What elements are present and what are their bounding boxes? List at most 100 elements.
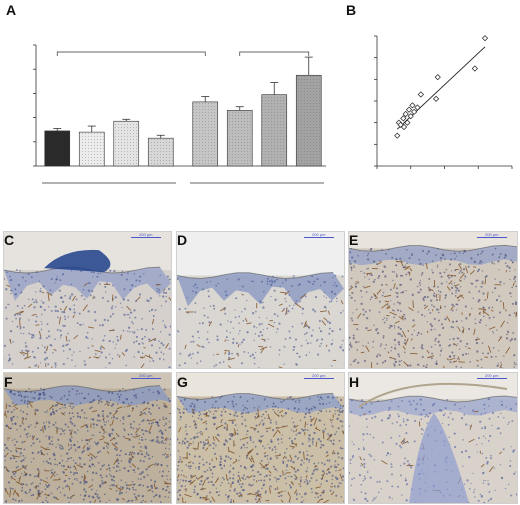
nucleus: [138, 423, 141, 426]
nucleus: [86, 331, 89, 334]
nucleus: [349, 342, 352, 344]
stained-vessel: [256, 498, 261, 503]
nucleus: [382, 291, 385, 294]
stained-vessel: [473, 328, 476, 336]
nucleus: [198, 411, 201, 414]
nucleus: [11, 423, 14, 425]
nucleus: [162, 320, 164, 322]
nucleus: [323, 305, 327, 309]
nucleus: [402, 418, 405, 420]
nucleus: [112, 341, 115, 343]
nucleus: [435, 298, 439, 301]
nucleus: [31, 350, 34, 353]
nucleus: [102, 446, 105, 450]
nucleus: [120, 394, 122, 396]
nucleus: [53, 412, 56, 415]
stained-vessel: [288, 496, 292, 502]
stained-vessel: [212, 436, 215, 442]
nucleus: [298, 399, 301, 402]
nucleus: [350, 296, 353, 299]
bar-texture: [192, 101, 218, 166]
nucleus: [323, 463, 326, 466]
nucleus: [16, 416, 18, 418]
nucleus: [24, 491, 27, 494]
nucleus: [68, 448, 71, 451]
nucleus: [145, 328, 148, 331]
nucleus: [108, 499, 110, 501]
nucleus: [26, 436, 29, 438]
stained-vessel: [148, 337, 157, 343]
nucleus: [510, 338, 514, 341]
nucleus: [192, 352, 194, 355]
nucleus: [462, 326, 464, 329]
nucleus: [514, 280, 517, 283]
nucleus: [301, 496, 303, 498]
nucleus: [241, 476, 244, 479]
nucleus: [355, 308, 358, 311]
nucleus: [320, 342, 323, 345]
nucleus: [422, 298, 425, 302]
stained-vessel: [478, 311, 481, 315]
nucleus: [352, 455, 354, 457]
nucleus: [94, 353, 97, 355]
nucleus: [20, 483, 23, 485]
nucleus: [232, 477, 235, 480]
nucleus: [25, 356, 27, 358]
stained-vessel: [244, 317, 248, 322]
nucleus: [168, 426, 170, 429]
bar-chart: [33, 44, 326, 184]
nucleus: [366, 426, 368, 428]
nucleus: [222, 360, 225, 363]
nucleus: [420, 428, 423, 431]
stained-vessel: [398, 316, 403, 320]
nucleus: [151, 439, 154, 442]
stained-vessel: [38, 330, 42, 338]
nucleus: [436, 308, 439, 311]
nucleus: [417, 363, 420, 366]
nucleus: [358, 473, 362, 477]
nucleus: [394, 358, 397, 361]
nucleus: [64, 412, 66, 414]
nucleus: [474, 322, 477, 325]
nucleus: [81, 439, 83, 442]
stained-vessel: [13, 455, 20, 458]
nucleus: [331, 339, 334, 341]
nucleus: [509, 270, 511, 272]
nucleus: [207, 331, 209, 333]
nucleus: [107, 420, 110, 422]
nucleus: [482, 292, 485, 295]
nucleus: [316, 338, 319, 341]
nucleus: [351, 291, 354, 295]
stained-vessel: [241, 436, 249, 440]
nucleus: [372, 346, 374, 348]
nucleus: [231, 482, 234, 485]
nucleus: [224, 455, 228, 458]
nucleus: [138, 473, 141, 475]
stained-vessel: [107, 451, 110, 455]
nucleus: [221, 476, 224, 479]
nucleus: [185, 408, 188, 411]
stained-vessel: [256, 491, 260, 497]
nucleus: [111, 484, 114, 487]
nucleus: [365, 418, 368, 421]
nucleus: [285, 482, 287, 485]
nucleus: [311, 437, 315, 441]
nucleus: [384, 275, 387, 278]
nucleus: [233, 444, 236, 446]
nucleus: [229, 470, 231, 473]
nucleus: [462, 439, 464, 441]
nucleus: [389, 453, 392, 456]
nucleus: [131, 486, 134, 489]
nucleus: [35, 320, 38, 323]
nucleus: [156, 399, 158, 402]
nucleus: [133, 309, 136, 312]
nucleus: [137, 452, 140, 454]
nucleus: [142, 484, 145, 487]
nucleus: [184, 488, 186, 490]
nucleus: [76, 390, 79, 392]
nucleus: [99, 468, 102, 471]
nucleus: [127, 326, 131, 329]
stained-vessel: [14, 468, 22, 473]
nucleus: [143, 273, 145, 275]
stratum-corneum: [177, 272, 334, 279]
